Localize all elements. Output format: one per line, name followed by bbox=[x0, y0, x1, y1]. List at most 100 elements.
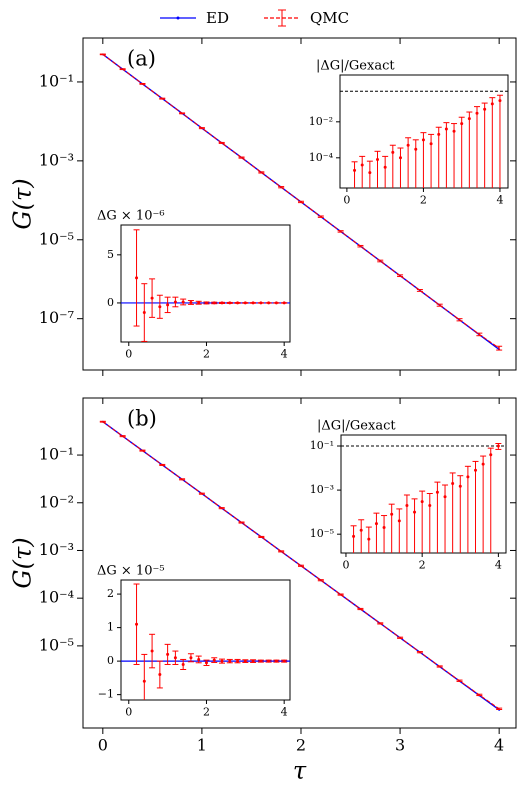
point bbox=[150, 296, 154, 300]
point bbox=[413, 510, 417, 514]
point bbox=[428, 504, 432, 508]
inset-title: ΔG × 10⁻⁶ bbox=[97, 209, 165, 224]
point bbox=[352, 534, 356, 538]
point bbox=[437, 132, 441, 136]
point bbox=[435, 490, 439, 494]
point bbox=[391, 150, 395, 154]
point bbox=[490, 102, 494, 106]
y-tick-label: 10⁻¹ bbox=[39, 71, 74, 90]
inset-title: ΔG × 10⁻⁵ bbox=[97, 564, 165, 579]
point bbox=[251, 659, 255, 663]
point bbox=[414, 147, 418, 151]
plot-content bbox=[99, 53, 503, 351]
point bbox=[173, 300, 177, 304]
point bbox=[359, 528, 363, 532]
plot-content bbox=[121, 229, 290, 342]
x-tick-label: 0 bbox=[125, 347, 132, 360]
x-tick-label: 2 bbox=[419, 558, 426, 571]
point bbox=[466, 475, 470, 479]
point bbox=[197, 657, 201, 661]
legend: ED QMC bbox=[160, 9, 349, 27]
point bbox=[475, 111, 479, 115]
y-axis-label: G(τ) bbox=[9, 178, 37, 229]
point bbox=[374, 522, 378, 526]
x-tick-label: 4 bbox=[281, 705, 288, 718]
point bbox=[243, 659, 247, 663]
legend-marker bbox=[176, 16, 180, 20]
y-tick-label: 10⁻¹ bbox=[39, 445, 74, 464]
x-tick-label: 4 bbox=[281, 347, 288, 360]
point bbox=[189, 656, 193, 660]
legend-label: QMC bbox=[310, 9, 349, 27]
point bbox=[483, 107, 487, 111]
point bbox=[444, 127, 448, 131]
point bbox=[181, 300, 185, 304]
point bbox=[158, 305, 162, 309]
plot-area bbox=[339, 74, 509, 189]
y-tick-label: 10⁻¹ bbox=[310, 439, 334, 452]
point bbox=[452, 129, 456, 133]
point bbox=[236, 301, 240, 305]
point bbox=[382, 526, 386, 530]
point bbox=[189, 300, 193, 304]
y-tick-label: 1 bbox=[107, 621, 114, 634]
qmc-line bbox=[102, 421, 500, 710]
x-tick-label: 0 bbox=[343, 193, 350, 206]
point bbox=[158, 673, 162, 677]
point bbox=[204, 301, 208, 305]
x-tick-label: 0 bbox=[342, 558, 349, 571]
x-tick-label: 2 bbox=[203, 705, 210, 718]
x-tick-label: 2 bbox=[420, 193, 427, 206]
point bbox=[498, 99, 502, 103]
point bbox=[467, 117, 471, 121]
point bbox=[259, 301, 263, 305]
point bbox=[204, 661, 208, 665]
point bbox=[376, 158, 380, 162]
panel-label: (b) bbox=[127, 407, 157, 431]
point bbox=[451, 481, 455, 485]
point bbox=[489, 453, 493, 457]
point bbox=[259, 659, 263, 663]
point bbox=[443, 495, 447, 499]
point bbox=[405, 504, 409, 508]
y-tick-label: 10⁻⁵ bbox=[39, 635, 74, 654]
point bbox=[474, 468, 478, 472]
point bbox=[236, 659, 240, 663]
point bbox=[367, 537, 371, 541]
point bbox=[429, 142, 433, 146]
plot-content bbox=[121, 583, 290, 700]
x-tick-label: 0 bbox=[98, 736, 108, 755]
point bbox=[274, 301, 278, 305]
point bbox=[420, 500, 424, 504]
plot-area bbox=[340, 434, 507, 554]
y-tick-label: 2 bbox=[107, 587, 114, 600]
x-axis-label: τ bbox=[293, 757, 307, 785]
point bbox=[481, 462, 485, 466]
x-tick-label: 1 bbox=[197, 736, 207, 755]
plot-content bbox=[341, 443, 506, 553]
y-tick-label: 10⁻⁴ bbox=[309, 151, 334, 164]
inset-title: |ΔG|/Gexact bbox=[317, 419, 396, 434]
point bbox=[228, 301, 232, 305]
point bbox=[135, 276, 139, 280]
plot-area bbox=[120, 579, 291, 701]
point bbox=[166, 303, 170, 307]
point bbox=[173, 656, 177, 660]
plot-content bbox=[99, 420, 503, 711]
y-tick-label: 10⁻⁴ bbox=[39, 588, 74, 607]
y-tick-label: 10⁻³ bbox=[39, 150, 74, 169]
point bbox=[228, 659, 232, 663]
y-tick-label: −1 bbox=[98, 688, 114, 701]
point bbox=[220, 301, 224, 305]
point bbox=[274, 659, 278, 663]
point bbox=[181, 662, 185, 666]
x-tick-label: 4 bbox=[496, 193, 503, 206]
point bbox=[220, 659, 224, 663]
x-tick-label: 2 bbox=[296, 736, 306, 755]
plot-content bbox=[340, 90, 508, 188]
legend-label: ED bbox=[206, 9, 229, 27]
point bbox=[390, 512, 394, 516]
y-tick-label: 10⁻⁷ bbox=[39, 308, 74, 327]
point bbox=[243, 301, 247, 305]
